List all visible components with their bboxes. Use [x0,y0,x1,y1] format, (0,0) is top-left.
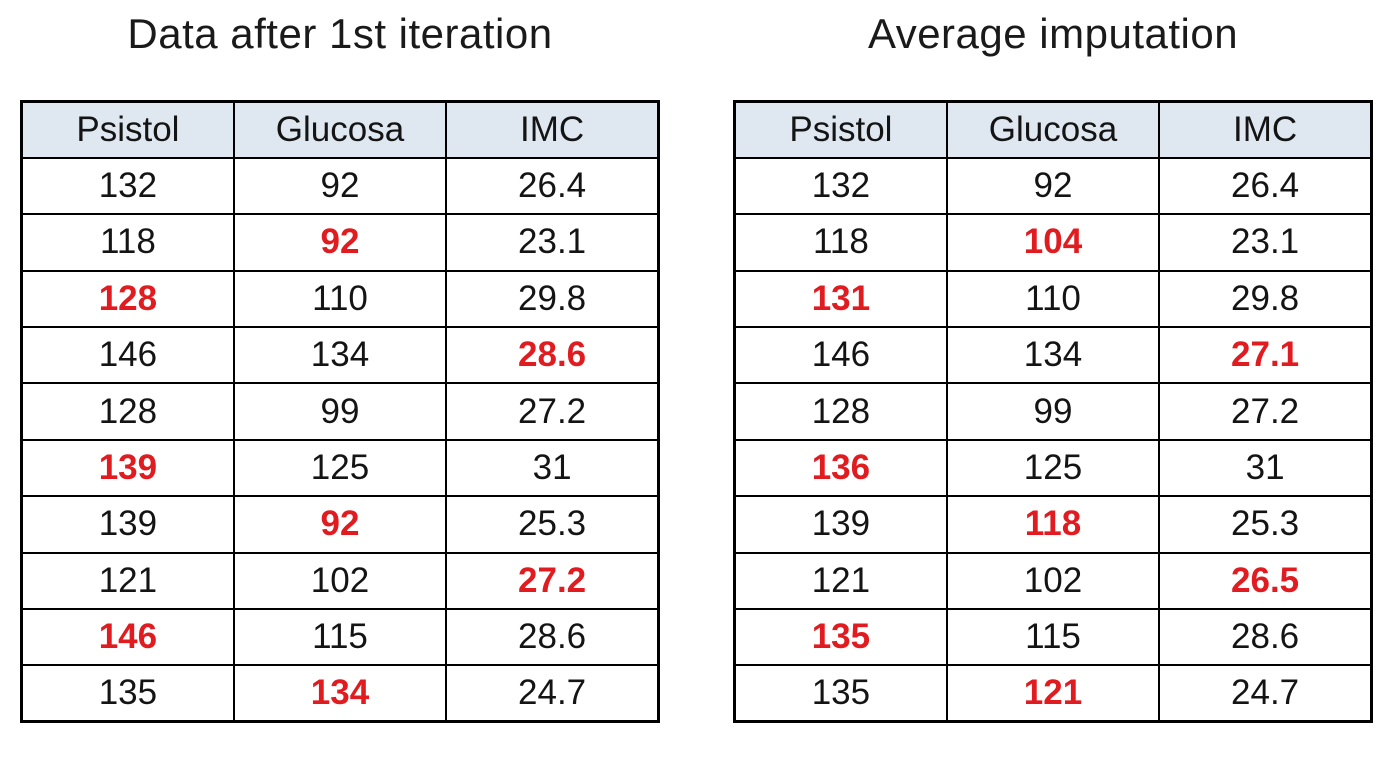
table-header: Psistol Glucosa IMC [20,100,660,159]
column-header: Glucosa [232,100,448,159]
table-cell-imputed-value: 135 [733,608,948,667]
table-cell-value: 29.8 [445,269,660,329]
table-cell-value: 135 [20,664,235,723]
table-cell-value: 132 [20,156,235,216]
table-cell-value: 146 [20,326,235,385]
table-cell-imputed-value: 28.6 [445,326,660,385]
table-cell-value: 102 [232,551,448,611]
table-row: 132 92 26.4 [733,156,1373,216]
table-cell-value: 99 [232,382,448,441]
column-header: IMC [1158,100,1373,159]
table-cell-imputed-value: 136 [733,438,948,498]
table-cell-value: 24.7 [445,664,660,723]
table-cell-value: 139 [733,495,948,554]
table-body: 132 92 26.4 118 104 23.1 131 110 29.8 146 134 27.1 1… [733,156,1373,723]
table-cell-value: 139 [20,495,235,554]
table-cell-value: 110 [232,269,448,329]
data-table-average-imputation: Psistol Glucosa IMC 132 92 26.4 118 104 23.1 131… [733,100,1373,724]
table-cell-value: 115 [945,608,1161,667]
table-cell-imputed-value: 104 [945,213,1161,272]
table-row: 128 99 27.2 [20,382,660,441]
table-cell-value: 28.6 [445,608,660,667]
table-row: 131 110 29.8 [733,269,1373,329]
column-header: Psistol [20,100,235,159]
table-row: 136 125 31 [733,438,1373,498]
table-cell-value: 121 [733,551,948,611]
table-cell-value: 146 [733,326,948,385]
header-row: Psistol Glucosa IMC [733,100,1373,159]
table-cell-imputed-value: 128 [20,269,235,329]
table-cell-value: 25.3 [445,495,660,554]
table-row: 135 115 28.6 [733,608,1373,667]
column-header: Glucosa [945,100,1161,159]
table-cell-imputed-value: 118 [945,495,1161,554]
table-cell-imputed-value: 146 [20,608,235,667]
table-cell-value: 102 [945,551,1161,611]
table-row: 146 134 28.6 [20,326,660,385]
table-cell-value: 99 [945,382,1161,441]
table-cell-value: 110 [945,269,1161,329]
table-body: 132 92 26.4 118 92 23.1 128 110 29.8 146 134 28.6 12… [20,156,660,723]
table-cell-imputed-value: 139 [20,438,235,498]
table-row: 121 102 27.2 [20,551,660,611]
table-cell-value: 28.6 [1158,608,1373,667]
table-cell-value: 115 [232,608,448,667]
column-header: IMC [445,100,660,159]
table-cell-value: 31 [1158,438,1373,498]
table-title-first-iteration: Data after 1st iteration [127,10,553,57]
table-cell-value: 125 [945,438,1161,498]
column-header: Psistol [733,100,948,159]
table-cell-value: 26.4 [445,156,660,216]
table-cell-value: 92 [232,156,448,216]
table-cell-value: 27.2 [445,382,660,441]
table-block-average-imputation: Average imputation Psistol Glucosa IMC 132… [733,0,1373,765]
table-cell-value: 132 [733,156,948,216]
table-cell-imputed-value: 26.5 [1158,551,1373,611]
table-cell-value: 128 [20,382,235,441]
table-cell-imputed-value: 134 [232,664,448,723]
table-cell-value: 23.1 [445,213,660,272]
table-cell-value: 128 [733,382,948,441]
table-cell-value: 24.7 [1158,664,1373,723]
table-cell-value: 118 [20,213,235,272]
table-row: 146 115 28.6 [20,608,660,667]
table-cell-imputed-value: 27.1 [1158,326,1373,385]
table-cell-value: 134 [232,326,448,385]
table-title-average-imputation: Average imputation [867,10,1239,57]
table-row: 139 92 25.3 [20,495,660,554]
table-row: 135 121 24.7 [733,664,1373,723]
table-row: 146 134 27.1 [733,326,1373,385]
table-row: 128 110 29.8 [20,269,660,329]
data-table-first-iteration: Psistol Glucosa IMC 132 92 26.4 118 92 23.1 128 1… [20,100,660,724]
table-header: Psistol Glucosa IMC [733,100,1373,159]
table-cell-value: 135 [733,664,948,723]
table-cell-value: 134 [945,326,1161,385]
table-row: 139 118 25.3 [733,495,1373,554]
table-block-first-iteration: Data after 1st iteration Psistol Glucosa I… [20,0,660,765]
table-cell-value: 92 [945,156,1161,216]
table-cell-value: 31 [445,438,660,498]
table-cell-value: 25.3 [1158,495,1373,554]
table-cell-value: 125 [232,438,448,498]
table-cell-value: 121 [20,551,235,611]
table-row: 121 102 26.5 [733,551,1373,611]
table-row: 139 125 31 [20,438,660,498]
table-row: 135 134 24.7 [20,664,660,723]
table-cell-imputed-value: 121 [945,664,1161,723]
table-cell-imputed-value: 27.2 [445,551,660,611]
table-row: 118 104 23.1 [733,213,1373,272]
table-row: 128 99 27.2 [733,382,1373,441]
table-cell-value: 23.1 [1158,213,1373,272]
table-row: 132 92 26.4 [20,156,660,216]
table-row: 118 92 23.1 [20,213,660,272]
table-cell-value: 27.2 [1158,382,1373,441]
table-cell-imputed-value: 92 [232,495,448,554]
table-cell-imputed-value: 92 [232,213,448,272]
table-cell-value: 118 [733,213,948,272]
table-cell-value: 29.8 [1158,269,1373,329]
header-row: Psistol Glucosa IMC [20,100,660,159]
table-cell-imputed-value: 131 [733,269,948,329]
table-cell-value: 26.4 [1158,156,1373,216]
